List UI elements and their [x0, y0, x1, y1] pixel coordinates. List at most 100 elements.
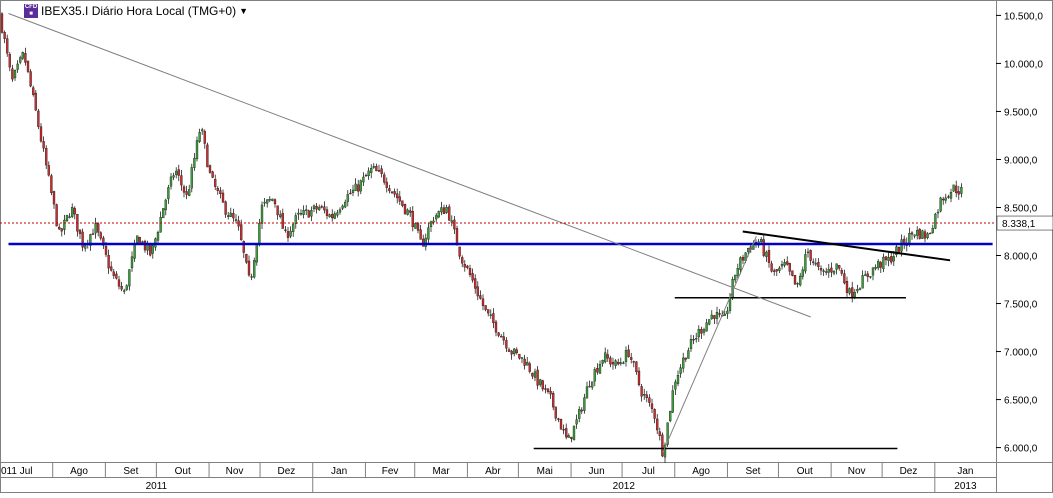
candle-up [622, 362, 625, 364]
candle-up [702, 329, 706, 333]
candle-up [913, 234, 916, 237]
candle-down [507, 349, 511, 352]
candle-down [224, 201, 227, 215]
candle-up [432, 220, 435, 223]
candle-up [796, 282, 799, 285]
candle-down [211, 171, 214, 178]
candle-down [658, 431, 661, 436]
candle-down [741, 257, 745, 261]
candle-up [198, 131, 201, 142]
candle-down [518, 353, 521, 359]
candle-down [840, 270, 843, 274]
candle-down [388, 188, 391, 192]
candle-down [775, 269, 778, 272]
candle-down [3, 32, 6, 39]
candle-down [596, 368, 599, 373]
candle-down [947, 196, 950, 198]
candle-up [354, 183, 357, 191]
candle-up [84, 245, 87, 249]
dropdown-caret-icon[interactable]: ▼ [239, 6, 248, 16]
candle-up [141, 241, 144, 243]
candle-up [188, 189, 191, 196]
candle-down [143, 240, 147, 251]
candle-down [416, 223, 420, 231]
month-label: Ago [70, 466, 88, 477]
candle-down [349, 192, 352, 195]
candle-down [817, 262, 820, 267]
candle-down [232, 213, 235, 219]
candle-down [245, 254, 248, 263]
candle-down [455, 228, 459, 246]
candle-down [419, 229, 422, 240]
candle-down [180, 175, 183, 186]
candle-up [299, 213, 303, 215]
candle-down [492, 313, 495, 324]
candle-up [424, 237, 427, 247]
candle-down [206, 144, 209, 168]
candle-up [671, 390, 674, 413]
chart-title-bar[interactable]: CFD ■ IBEX35.I Diário Hora Local (TMG+0) … [24, 3, 248, 19]
candle-down [403, 204, 407, 214]
candle-up [294, 215, 297, 224]
candle-down [809, 249, 812, 261]
candle-down [24, 52, 27, 63]
candle-down [536, 369, 539, 386]
candle-up [68, 216, 71, 218]
month-label: Fev [382, 466, 399, 477]
candle-down [115, 273, 118, 279]
candle-up [539, 379, 542, 385]
candle-down [544, 388, 547, 390]
candle-up [258, 222, 261, 244]
month-label: Mar [432, 466, 450, 477]
candle-down [700, 328, 703, 334]
candle-down [637, 370, 641, 386]
candle-down [718, 313, 721, 315]
candle-down [786, 261, 789, 265]
candle-up [760, 239, 763, 243]
candle-down [468, 268, 472, 276]
candle-up [682, 357, 685, 369]
candle-down [463, 264, 466, 268]
candle-down [851, 287, 854, 297]
candle-up [806, 251, 810, 254]
candle-up [297, 212, 300, 215]
candle-up [255, 244, 258, 263]
trend-line [662, 236, 757, 453]
candle-up [128, 269, 131, 287]
candle-down [546, 388, 550, 392]
candle-up [679, 367, 682, 374]
candle-down [957, 191, 960, 195]
candle-up [804, 254, 807, 272]
candle-down [866, 273, 869, 277]
candle-up [926, 233, 929, 238]
candle-up [526, 362, 529, 366]
candle-up [832, 270, 836, 274]
candle-up [21, 52, 24, 59]
candle-down [645, 394, 648, 399]
candle-up [952, 184, 955, 192]
candle-up [133, 243, 136, 259]
candle-up [825, 271, 828, 273]
candle-down [37, 110, 40, 127]
candle-up [266, 199, 269, 204]
month-label: Jan [957, 466, 973, 477]
candle-down [227, 215, 230, 217]
candle-down [99, 232, 102, 239]
candle-down [284, 229, 287, 231]
candle-up [916, 230, 919, 236]
candle-up [437, 211, 440, 218]
candle-down [104, 245, 108, 255]
candle-up [578, 409, 581, 419]
candle-down [554, 406, 557, 419]
candle-down [713, 315, 716, 319]
candle-up [676, 375, 680, 384]
candle-up [201, 129, 204, 132]
candle-down [955, 185, 958, 194]
month-label: Nov [226, 466, 244, 477]
candle-down [26, 60, 30, 72]
candle-down [208, 165, 212, 173]
candle-down [357, 184, 360, 192]
candle-up [858, 288, 862, 290]
